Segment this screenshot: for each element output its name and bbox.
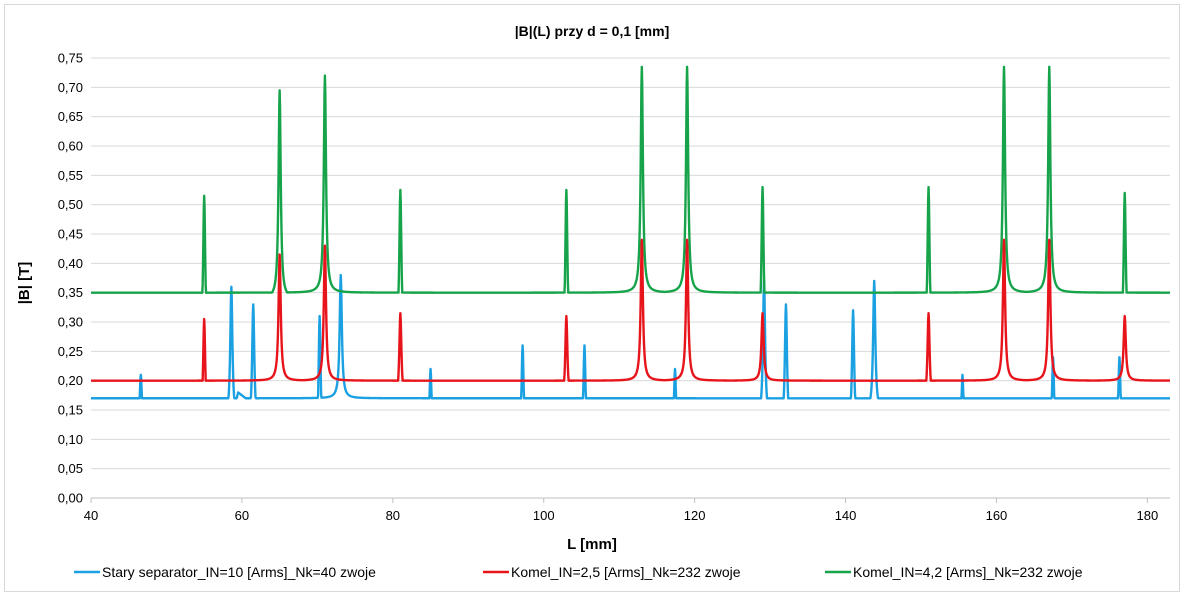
x-axis-label: L [mm] xyxy=(567,536,617,553)
y-tick-label: 0,60 xyxy=(58,139,83,154)
y-tick-label: 0,50 xyxy=(58,197,83,212)
y-tick-label: 0,55 xyxy=(58,168,83,183)
y-tick-label: 0,45 xyxy=(58,227,83,242)
x-tick-label: 60 xyxy=(235,508,249,523)
legend-label-0: Stary separator_IN=10 [Arms]_Nk=40 zwoje xyxy=(102,564,376,580)
y-tick-label: 0,75 xyxy=(58,51,83,66)
legend-label-1: Komel_IN=2,5 [Arms]_Nk=232 zwoje xyxy=(511,564,741,580)
x-tick-label: 100 xyxy=(533,508,555,523)
x-tick-label: 160 xyxy=(986,508,1008,523)
y-axis-ticks: 0,00 0,05 0,10 0,15 0,20 0,25 0,30 0,35 0,40 0,45… xyxy=(58,51,83,506)
chart-frame xyxy=(4,4,1180,592)
y-tick-label: 0,15 xyxy=(58,403,83,418)
y-tick-label: 0,40 xyxy=(58,256,83,271)
x-tick-label: 40 xyxy=(84,508,98,523)
y-tick-label: 0,25 xyxy=(58,344,83,359)
y-tick-label: 0,30 xyxy=(58,315,83,330)
y-axis-label: |B| [T] xyxy=(16,262,33,305)
y-tick-label: 0,65 xyxy=(58,109,83,124)
y-tick-label: 0,70 xyxy=(58,80,83,95)
y-tick-label: 0,00 xyxy=(58,491,83,506)
y-tick-label: 0,20 xyxy=(58,373,83,388)
chart-title: |B|(L) przy d = 0,1 [mm] xyxy=(515,23,669,39)
x-tick-label: 180 xyxy=(1137,508,1159,523)
series-line-0 xyxy=(90,273,1171,400)
series-line-1 xyxy=(90,238,1171,382)
y-tick-label: 0,35 xyxy=(58,285,83,300)
x-tick-label: 120 xyxy=(684,508,706,523)
plot-area xyxy=(90,65,1171,400)
legend: Stary separator_IN=10 [Arms]_Nk=40 zwoje… xyxy=(74,564,1083,580)
legend-label-2: Komel_IN=4,2 [Arms]_Nk=232 zwoje xyxy=(853,564,1083,580)
y-tick-label: 0,05 xyxy=(58,461,83,476)
series-line-2 xyxy=(90,65,1171,294)
x-tick-label: 80 xyxy=(386,508,400,523)
y-tick-label: 0,10 xyxy=(58,432,83,447)
x-tick-label: 140 xyxy=(835,508,857,523)
grid-lines xyxy=(91,57,1170,499)
x-axis-ticks: 40 60 80 100 120 140 160 180 xyxy=(84,498,1158,523)
